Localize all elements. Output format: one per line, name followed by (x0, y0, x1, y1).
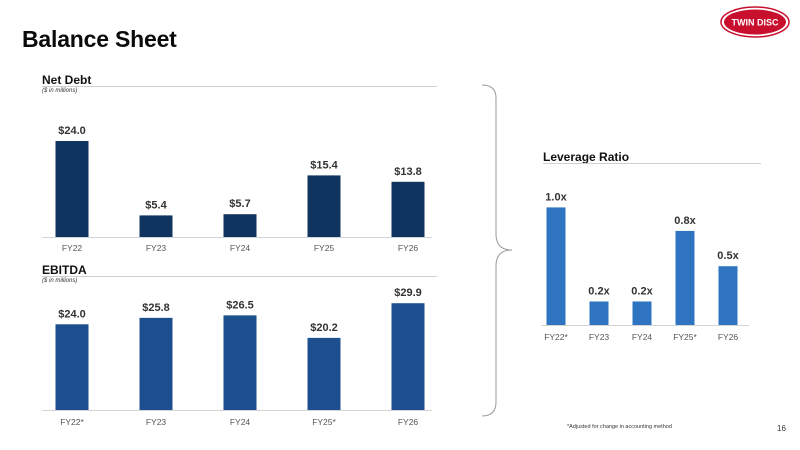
net-debt-category-label-0: FY22 (62, 243, 83, 253)
ebitda-value-label-4: $29.9 (394, 287, 422, 299)
leverage-category-label-4: FY26 (718, 332, 739, 342)
leverage-category-label-3: FY25* (673, 332, 697, 342)
leverage-value-label-4: 0.5x (717, 250, 739, 262)
ebitda-bar-3 (307, 337, 341, 410)
net-debt-bar-3 (307, 175, 341, 237)
leverage-category-label-0: FY22* (544, 332, 568, 342)
leverage-value-label-1: 0.2x (588, 285, 610, 297)
leverage-bar-2 (632, 301, 652, 325)
leverage-bar-4 (718, 266, 738, 325)
ebitda-value-label-1: $25.8 (142, 302, 170, 314)
page-number: 16 (777, 424, 786, 433)
leverage-bar-0 (546, 207, 566, 325)
leverage-category-label-1: FY23 (589, 332, 610, 342)
leverage-value-label-2: 0.2x (631, 285, 653, 297)
net-debt-category-label-4: FY26 (398, 243, 419, 253)
ebitda-value-label-0: $24.0 (58, 308, 86, 320)
leverage-rule (543, 163, 761, 164)
net-debt-bar-0 (55, 141, 89, 237)
net-debt-bar-1 (139, 215, 173, 237)
ebitda-category-label-1: FY23 (146, 417, 167, 427)
ebitda-category-label-4: FY26 (398, 417, 419, 427)
leverage-value-label-0: 1.0x (545, 191, 567, 203)
net-debt-bar-2 (223, 214, 257, 237)
bracket-connector (481, 84, 513, 417)
net-debt-category-label-1: FY23 (146, 243, 167, 253)
net-debt-category-label-3: FY25 (314, 243, 335, 253)
page-title: Balance Sheet (22, 26, 177, 52)
ebitda-bar-2 (223, 315, 257, 410)
ebitda-rule (42, 276, 437, 277)
ebitda-subtitle: ($ in millions) (42, 278, 78, 284)
leverage-bar-3 (675, 230, 695, 325)
twin-disc-logo: TWIN DISC (720, 6, 790, 38)
net-debt-category-label-2: FY24 (230, 243, 251, 253)
leverage-title: Leverage Ratio (543, 150, 630, 164)
ebitda-bar-4 (391, 303, 425, 410)
ebitda-category-label-0: FY22* (60, 417, 84, 427)
leverage-bar-1 (589, 301, 609, 325)
ebitda-value-label-3: $20.2 (310, 322, 338, 334)
leverage-category-label-2: FY24 (632, 332, 653, 342)
ebitda-bar-1 (139, 317, 173, 410)
net-debt-value-label-4: $13.8 (394, 166, 422, 178)
net-debt-value-label-1: $5.4 (145, 199, 167, 211)
net-debt-title: Net Debt (42, 73, 92, 87)
net-debt-rule (42, 86, 437, 87)
net-debt-value-label-2: $5.7 (229, 198, 250, 210)
net-debt-value-label-0: $24.0 (58, 125, 86, 137)
net-debt-subtitle: ($ in millions) (42, 88, 78, 94)
ebitda-category-label-2: FY24 (230, 417, 251, 427)
net-debt-bar-4 (391, 181, 425, 237)
ebitda-value-label-2: $26.5 (226, 299, 254, 311)
net-debt-value-label-3: $15.4 (310, 159, 338, 171)
ebitda-bar-0 (55, 324, 89, 410)
ebitda-category-label-3: FY25* (312, 417, 336, 427)
logo-text: TWIN DISC (732, 18, 779, 28)
leverage-value-label-3: 0.8x (674, 215, 696, 227)
footnote: *Adjusted for change in accounting metho… (567, 424, 672, 430)
ebitda-title: EBITDA (42, 263, 87, 277)
